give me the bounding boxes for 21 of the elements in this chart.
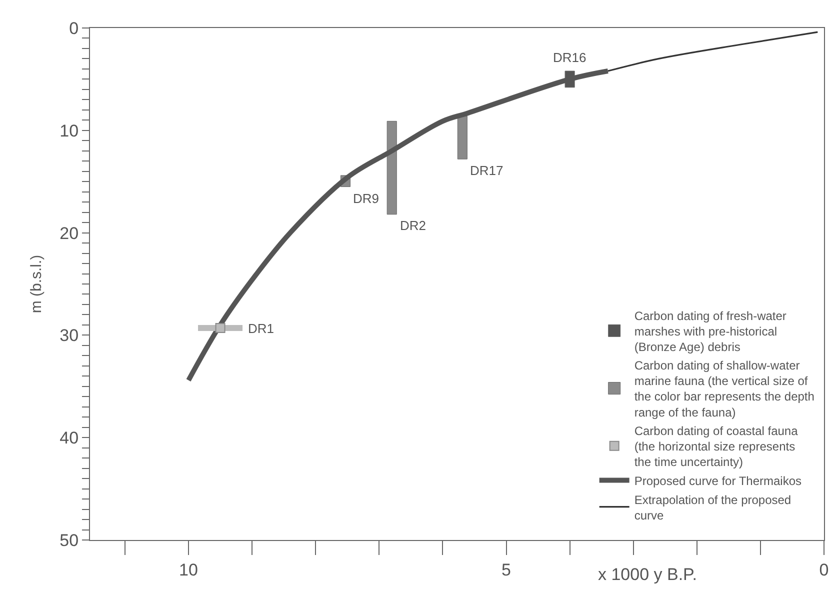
legend-label: Carbon dating of shallow-water marine fauna (the vertical size of the color bar represents the depth range of the fauna) bbox=[634, 358, 814, 420]
x-tick-label: 5 bbox=[502, 560, 511, 580]
x-axis-title: x 1000 y B.P. bbox=[598, 565, 697, 584]
annotation: DR1 bbox=[248, 321, 274, 336]
y-tick-label: 0 bbox=[69, 18, 79, 38]
annotation: DR17 bbox=[470, 163, 504, 178]
annotation: DR2 bbox=[400, 218, 426, 233]
x-tick-label: 0 bbox=[819, 560, 829, 580]
annotation: DR16 bbox=[553, 50, 586, 65]
y-tick-label: 40 bbox=[60, 428, 79, 448]
y-tick-label: 50 bbox=[60, 530, 79, 550]
y-axis-title: m (b.s.l.) bbox=[28, 254, 45, 314]
legend-label: Proposed curve for Thermaikos bbox=[634, 474, 802, 488]
y-tick-label: 30 bbox=[60, 326, 79, 346]
annotation: DR9 bbox=[353, 191, 380, 206]
x-tick-label: 10 bbox=[179, 560, 198, 580]
y-tick-label: 10 bbox=[60, 121, 79, 140]
legend-label: Carbon dating of coastal fauna (the horizontal size represents the time uncertainty) bbox=[634, 424, 798, 470]
legend-label: Extrapolation of the proposed curve bbox=[634, 492, 792, 522]
legend-label: Carbon dating of fresh-water marshes with pre-historical (Bronze Age) debris bbox=[634, 308, 786, 354]
y-tick-label: 20 bbox=[60, 224, 79, 243]
